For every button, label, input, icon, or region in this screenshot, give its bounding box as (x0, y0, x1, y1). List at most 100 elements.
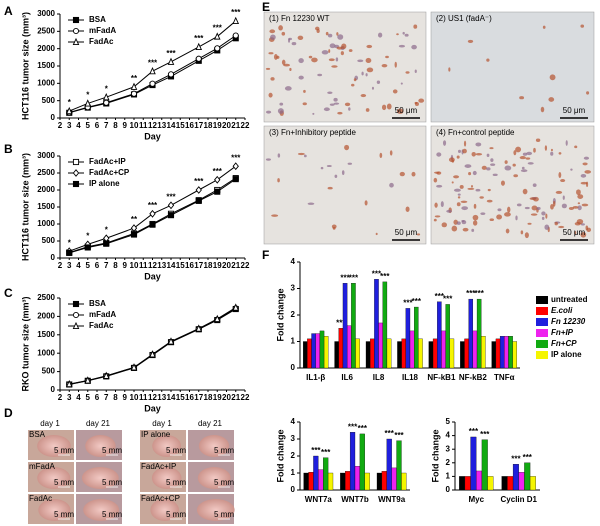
stain-spot (558, 172, 562, 178)
x-tick-label: WNT9a (378, 495, 406, 504)
tumor (151, 467, 182, 489)
stain-spot (277, 178, 280, 183)
x-tick-label: NF-kB1 (427, 373, 456, 382)
stain-spot (325, 31, 329, 36)
x-tick-label: 5 (86, 261, 91, 270)
stain-spot (411, 171, 416, 177)
y-tick-label: 3 (291, 284, 296, 293)
x-tick-label: 9 (123, 121, 128, 130)
stain-spot (381, 104, 387, 111)
x-tick-label: 3 (67, 393, 72, 402)
y-tick-label: 2000 (37, 185, 55, 194)
significance: *** (148, 201, 158, 210)
scale-label: 5 mm (166, 478, 186, 487)
legend-label: BSA (89, 299, 106, 308)
stain-spot (344, 144, 350, 151)
marker (195, 197, 202, 204)
bar (313, 455, 319, 491)
bar (512, 341, 518, 369)
marker (65, 106, 73, 115)
legend-label: E.coli (551, 306, 573, 315)
x-tick-label: 7 (104, 261, 109, 270)
stain-spot (404, 33, 409, 37)
stain-spot (288, 37, 292, 41)
stain-spot (411, 44, 417, 50)
y-axis-label: Fold change (275, 288, 285, 341)
bar (441, 330, 446, 369)
stain-spot (376, 80, 381, 84)
bar (355, 338, 360, 369)
stain-spot (303, 89, 306, 93)
stain-spot (333, 102, 340, 105)
stain-spot (453, 188, 461, 192)
y-tick-label: 4 (291, 257, 296, 266)
stain-spot (486, 199, 493, 203)
significance: *** (511, 454, 521, 463)
x-tick-label: 13 (157, 261, 166, 270)
stain-spot (525, 157, 531, 160)
stain-spot (351, 83, 355, 87)
marker (72, 300, 80, 308)
bar (338, 328, 344, 369)
x-tick-label: 15 (176, 121, 185, 130)
stain-spot (504, 160, 508, 164)
tumor (83, 499, 120, 521)
legend-label: untreated (551, 295, 588, 304)
stain-spot (577, 194, 584, 200)
stain-spot (335, 57, 339, 62)
bar (401, 338, 406, 369)
stain-spot (580, 181, 588, 185)
bar (476, 470, 483, 491)
x-tick-label: 10 (130, 261, 139, 270)
stain-spot (451, 181, 454, 184)
legend-label: mFadA (89, 310, 116, 319)
marker (84, 99, 92, 107)
significance: *** (336, 318, 346, 327)
y-tick-label: 0 (446, 485, 451, 494)
stain-spot (329, 103, 335, 106)
stain-spot (490, 158, 494, 162)
stain-spot (337, 34, 344, 40)
stain-spot (434, 171, 440, 174)
y-axis-label: HCT116 tumor size (mm³) (20, 12, 30, 120)
x-tick-label: 4 (76, 261, 81, 270)
stain-spot (577, 205, 582, 211)
x-tick-label: 19 (213, 393, 222, 402)
stain-spot (268, 52, 274, 55)
y-axis-label: RKO tumor size (mm³) (20, 296, 30, 391)
marker (232, 303, 240, 311)
stain-spot (327, 33, 333, 38)
y-tick-label: 0 (51, 253, 56, 262)
stain-spot (513, 174, 519, 178)
stain-spot (531, 205, 538, 211)
bar (346, 325, 352, 369)
bar (349, 432, 356, 491)
bar (311, 333, 316, 369)
stain-spot (323, 107, 330, 112)
significance: *** (372, 269, 382, 278)
y-tick-label: 1 (291, 337, 296, 346)
stain-spot (558, 225, 565, 229)
stain-spot (500, 180, 505, 186)
bar (504, 336, 509, 369)
stain-spot (584, 170, 592, 174)
x-tick-label: 20 (222, 121, 231, 130)
legend-swatch (536, 307, 548, 315)
bar (345, 471, 351, 491)
marker (130, 82, 138, 90)
stain-spot (440, 201, 444, 208)
significance: *** (166, 192, 176, 201)
x-tick-label: 12 (148, 393, 157, 402)
y-tick-label: 1000 (37, 78, 55, 87)
x-tick-label: 19 (213, 121, 222, 130)
stain-spot (576, 189, 581, 196)
stain-spot (515, 215, 518, 221)
stain-spot (462, 148, 467, 154)
x-tick-label: 5 (86, 393, 91, 402)
y-tick-label: 0 (291, 485, 296, 494)
significance: *** (311, 446, 321, 455)
stain-spot (365, 73, 368, 77)
stain-spot (522, 152, 528, 156)
marker (214, 45, 221, 52)
